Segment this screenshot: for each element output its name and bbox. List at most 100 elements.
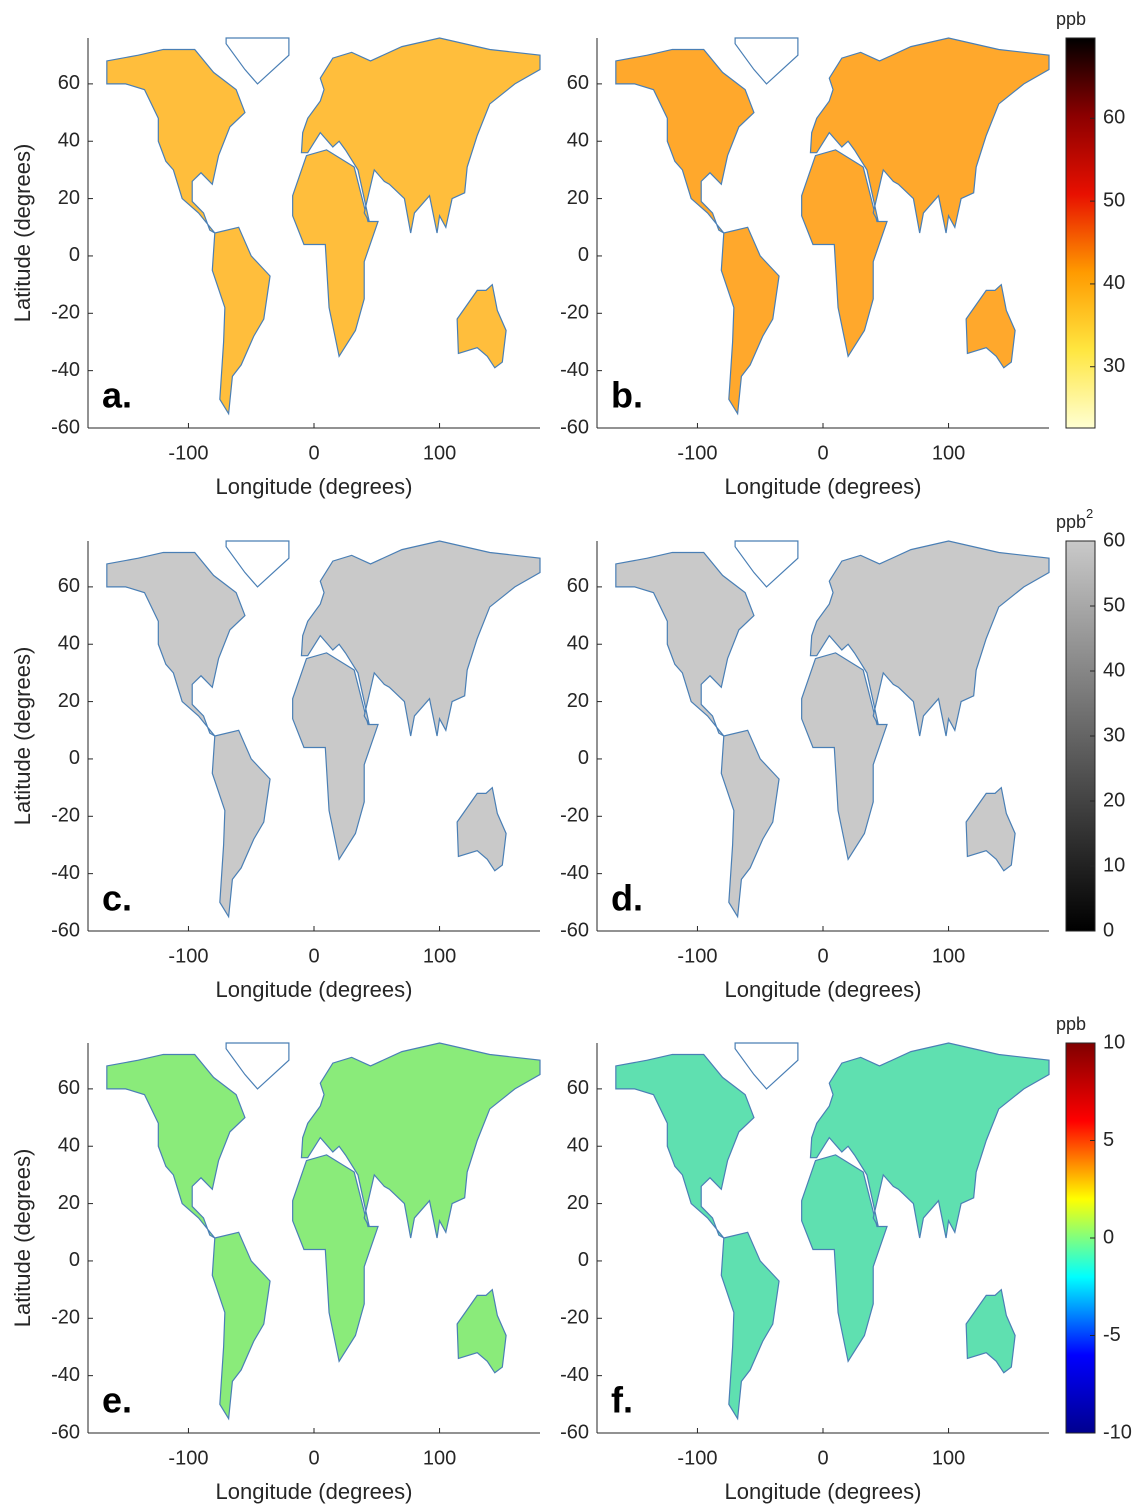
y-tick-label: 20 bbox=[58, 187, 80, 209]
landmass bbox=[300, 540, 541, 737]
x-axis-label: Longitude (degrees) bbox=[216, 474, 413, 499]
landmass bbox=[720, 226, 780, 416]
x-tick-label: 100 bbox=[932, 945, 965, 967]
y-tick-label: 0 bbox=[69, 747, 80, 769]
x-tick-label: 100 bbox=[932, 1447, 965, 1469]
x-tick-label: -100 bbox=[168, 1447, 208, 1469]
colorbar-scale bbox=[1065, 37, 1096, 429]
y-tick-label: 60 bbox=[58, 72, 80, 94]
y-tick-label: -20 bbox=[560, 805, 589, 827]
landmass bbox=[801, 1154, 888, 1363]
y-tick-label: -60 bbox=[560, 1421, 589, 1443]
y-tick-label: 60 bbox=[567, 72, 589, 94]
x-tick-label: 0 bbox=[308, 1447, 319, 1469]
x-tick-label: -100 bbox=[168, 442, 208, 464]
y-tick-label: 20 bbox=[58, 690, 80, 712]
y-tick-label: 40 bbox=[58, 633, 80, 655]
landmass bbox=[965, 786, 1016, 872]
x-tick-label: -100 bbox=[677, 442, 717, 464]
y-tick-label: -60 bbox=[51, 1421, 80, 1443]
landmass bbox=[615, 48, 755, 234]
colorbar-tick-label: 10 bbox=[1103, 1031, 1125, 1053]
landmass bbox=[456, 283, 507, 369]
landmass bbox=[106, 551, 246, 737]
y-tick-label: 0 bbox=[578, 244, 589, 266]
colorbar-tick-label: 40 bbox=[1103, 659, 1125, 681]
y-axis-label: Latitude (degrees) bbox=[10, 144, 35, 323]
y-axis-label: Latitude (degrees) bbox=[10, 1149, 35, 1328]
colorbar-unit: ppb bbox=[1056, 9, 1086, 29]
landmass bbox=[809, 540, 1050, 737]
colorbar-tick-label: 10 bbox=[1103, 854, 1125, 876]
y-tick-label: 60 bbox=[58, 1077, 80, 1099]
x-tick-label: 0 bbox=[308, 442, 319, 464]
colorbar-tick-label: 30 bbox=[1103, 355, 1125, 377]
y-tick-label: 0 bbox=[69, 244, 80, 266]
landmass bbox=[615, 1053, 755, 1239]
y-tick-label: 60 bbox=[567, 575, 589, 597]
x-tick-label: 100 bbox=[423, 442, 456, 464]
colorbar-tick-label: 0 bbox=[1103, 919, 1114, 941]
y-tick-label: 40 bbox=[567, 130, 589, 152]
landmass bbox=[734, 1042, 799, 1090]
colorbar-unit: ppb bbox=[1056, 1014, 1086, 1034]
x-tick-label: -100 bbox=[168, 945, 208, 967]
x-tick-label: 0 bbox=[817, 945, 828, 967]
landmass bbox=[225, 1042, 290, 1090]
y-tick-label: 40 bbox=[567, 1135, 589, 1157]
map-panel: -100 0 100 -60 -40 -20 0 20 40 60 Longitude (degre… bbox=[10, 540, 541, 1002]
y-tick-label: -60 bbox=[560, 416, 589, 438]
map-panel: -100 0 100 -60 -40 -20 0 20 40 60 Longitude (degre… bbox=[560, 1042, 1050, 1504]
colorbar-tick-label: 60 bbox=[1103, 107, 1125, 129]
y-tick-label: 0 bbox=[69, 1249, 80, 1271]
map-panel: -100 0 100 -60 -40 -20 0 20 40 60 Longitude (degre… bbox=[560, 540, 1050, 1002]
y-tick-label: 20 bbox=[567, 1192, 589, 1214]
y-tick-label: -40 bbox=[51, 359, 80, 381]
y-tick-label: 0 bbox=[578, 747, 589, 769]
landmass bbox=[300, 37, 541, 234]
x-axis-label: Longitude (degrees) bbox=[216, 977, 413, 1002]
colorbar: 30 40 50 60 ppb bbox=[1056, 9, 1125, 429]
colorbar-tick-label: -10 bbox=[1103, 1421, 1132, 1443]
colorbar-tick-label: 60 bbox=[1103, 529, 1125, 551]
x-tick-label: 100 bbox=[423, 1447, 456, 1469]
landmass bbox=[211, 226, 271, 416]
colorbar-tick-label: 20 bbox=[1103, 789, 1125, 811]
y-tick-label: -40 bbox=[51, 862, 80, 884]
y-tick-label: 20 bbox=[567, 187, 589, 209]
landmass bbox=[292, 1154, 379, 1363]
y-tick-label: 20 bbox=[58, 1192, 80, 1214]
y-tick-label: -40 bbox=[560, 1364, 589, 1386]
x-tick-label: 0 bbox=[308, 945, 319, 967]
y-tick-label: -20 bbox=[560, 1307, 589, 1329]
landmass bbox=[225, 540, 290, 588]
x-tick-label: 100 bbox=[423, 945, 456, 967]
landmass bbox=[292, 652, 379, 861]
y-tick-label: 40 bbox=[58, 1135, 80, 1157]
y-tick-label: -60 bbox=[51, 919, 80, 941]
y-tick-label: 40 bbox=[58, 130, 80, 152]
y-tick-label: -40 bbox=[560, 359, 589, 381]
y-tick-label: -20 bbox=[51, 302, 80, 324]
colorbar-tick-label: 40 bbox=[1103, 272, 1125, 294]
panel-letter: c. bbox=[102, 878, 132, 919]
colorbar-tick-label: 50 bbox=[1103, 189, 1125, 211]
landmass bbox=[211, 1231, 271, 1421]
colorbar-tick-label: 5 bbox=[1103, 1129, 1114, 1151]
y-axis-label: Latitude (degrees) bbox=[10, 647, 35, 826]
landmass bbox=[106, 1053, 246, 1239]
y-tick-label: 60 bbox=[58, 575, 80, 597]
x-axis-label: Longitude (degrees) bbox=[216, 1479, 413, 1504]
colorbar: 0 10 20 30 40 50 60 ppb2 bbox=[1056, 506, 1125, 941]
landmass bbox=[456, 1288, 507, 1374]
landmass bbox=[734, 37, 799, 85]
landmass bbox=[801, 652, 888, 861]
y-tick-label: 20 bbox=[567, 690, 589, 712]
map-panel: -100 0 100 -60 -40 -20 0 20 40 60 Longitude (degre… bbox=[10, 1042, 541, 1504]
landmass bbox=[965, 1288, 1016, 1374]
panel-letter: d. bbox=[611, 878, 643, 919]
colorbar-tick-label: -5 bbox=[1103, 1324, 1121, 1346]
landmass bbox=[734, 540, 799, 588]
x-tick-label: -100 bbox=[677, 1447, 717, 1469]
